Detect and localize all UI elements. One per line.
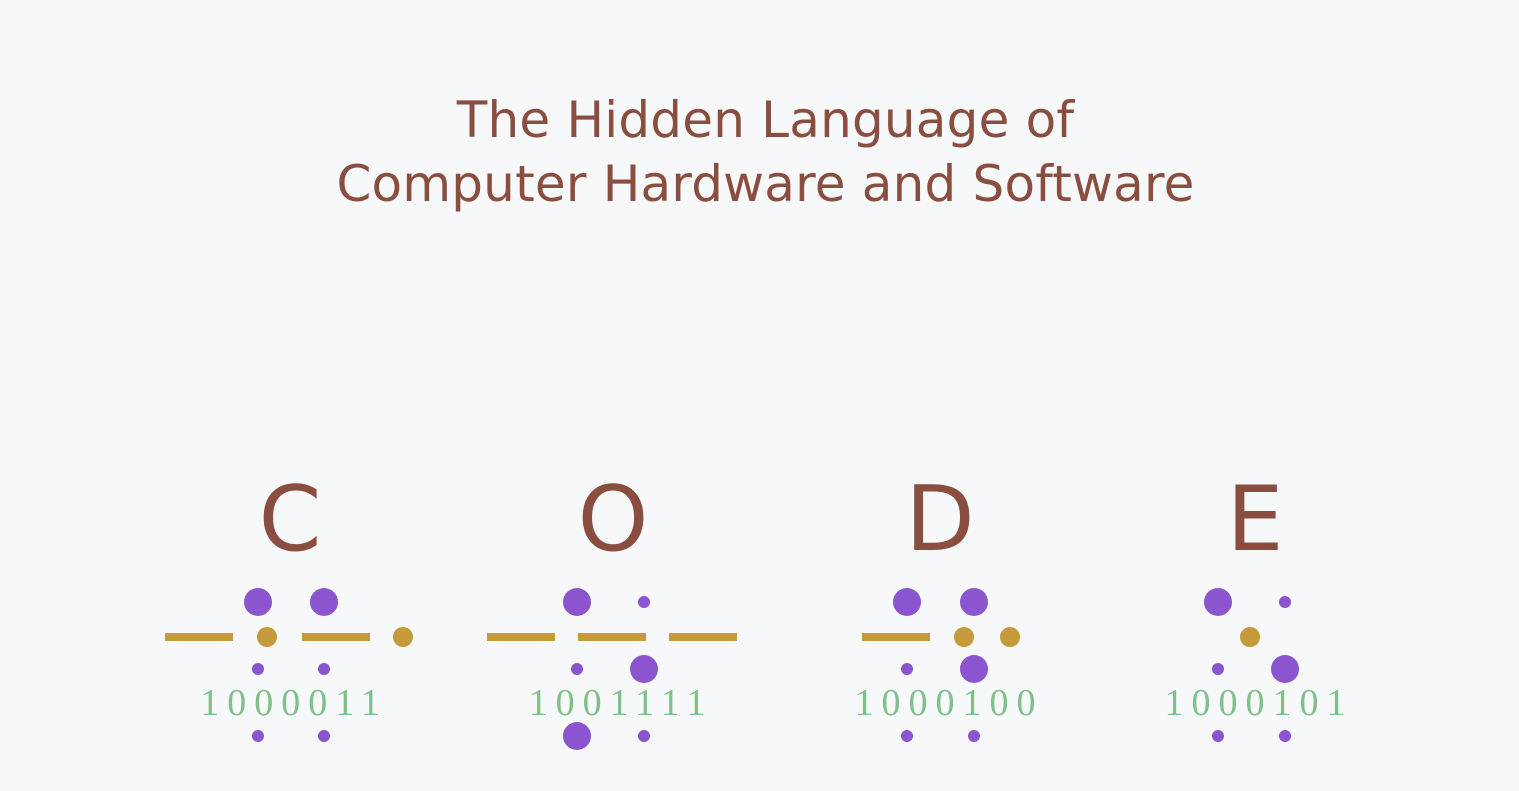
morse-dash: [862, 633, 930, 641]
morse-o: [487, 633, 737, 641]
braille-c: [244, 588, 338, 742]
morse-c: [165, 627, 413, 647]
braille-dot-flat: [318, 730, 330, 742]
page-title: The Hidden Language of Computer Hardware…: [0, 88, 1519, 216]
letter-o: O: [577, 467, 649, 572]
title-line-1: The Hidden Language of: [456, 91, 1075, 149]
morse-dot: [954, 627, 974, 647]
morse-dash: [578, 633, 646, 641]
morse-dot: [1000, 627, 1020, 647]
morse-dot: [257, 627, 277, 647]
binary-e: 1000101: [1164, 682, 1354, 724]
morse-dash: [669, 633, 737, 641]
morse-d: [862, 627, 1020, 647]
binary-c: 1000011: [200, 682, 388, 724]
braille-dot-flat: [901, 663, 913, 675]
braille-dot-flat: [1279, 730, 1291, 742]
letter-e: E: [1226, 467, 1284, 572]
title-line-2: Computer Hardware and Software: [336, 155, 1195, 213]
braille-dot-flat: [1212, 663, 1224, 675]
braille-dot-raised: [960, 588, 988, 616]
braille-dot-flat: [968, 730, 980, 742]
morse-e: [1240, 627, 1260, 647]
braille-dot-flat: [571, 663, 583, 675]
morse-dot: [1240, 627, 1260, 647]
morse-dash: [487, 633, 555, 641]
braille-dot-flat: [252, 730, 264, 742]
binary-o: 1001111: [528, 682, 714, 724]
braille-dot-flat: [1279, 596, 1291, 608]
braille-dot-raised: [563, 722, 591, 750]
letter-d: D: [905, 467, 975, 572]
braille-dot-flat: [252, 663, 264, 675]
braille-o: [563, 588, 658, 750]
morse-dash: [165, 633, 233, 641]
braille-e: [1204, 588, 1299, 742]
morse-dash: [302, 633, 370, 641]
morse-dot: [393, 627, 413, 647]
braille-dot-raised: [563, 588, 591, 616]
braille-dot-flat: [1212, 730, 1224, 742]
braille-dot-raised: [960, 655, 988, 683]
braille-dot-flat: [901, 730, 913, 742]
braille-dot-flat: [318, 663, 330, 675]
braille-dot-raised: [630, 655, 658, 683]
braille-dot-flat: [638, 730, 650, 742]
braille-dot-raised: [1271, 655, 1299, 683]
braille-dot-raised: [310, 588, 338, 616]
braille-dot-raised: [893, 588, 921, 616]
braille-d: [893, 588, 988, 742]
braille-dot-raised: [1204, 588, 1232, 616]
braille-dot-raised: [244, 588, 272, 616]
braille-dot-flat: [638, 596, 650, 608]
binary-d: 1000100: [854, 682, 1044, 724]
letter-c: C: [258, 467, 322, 572]
